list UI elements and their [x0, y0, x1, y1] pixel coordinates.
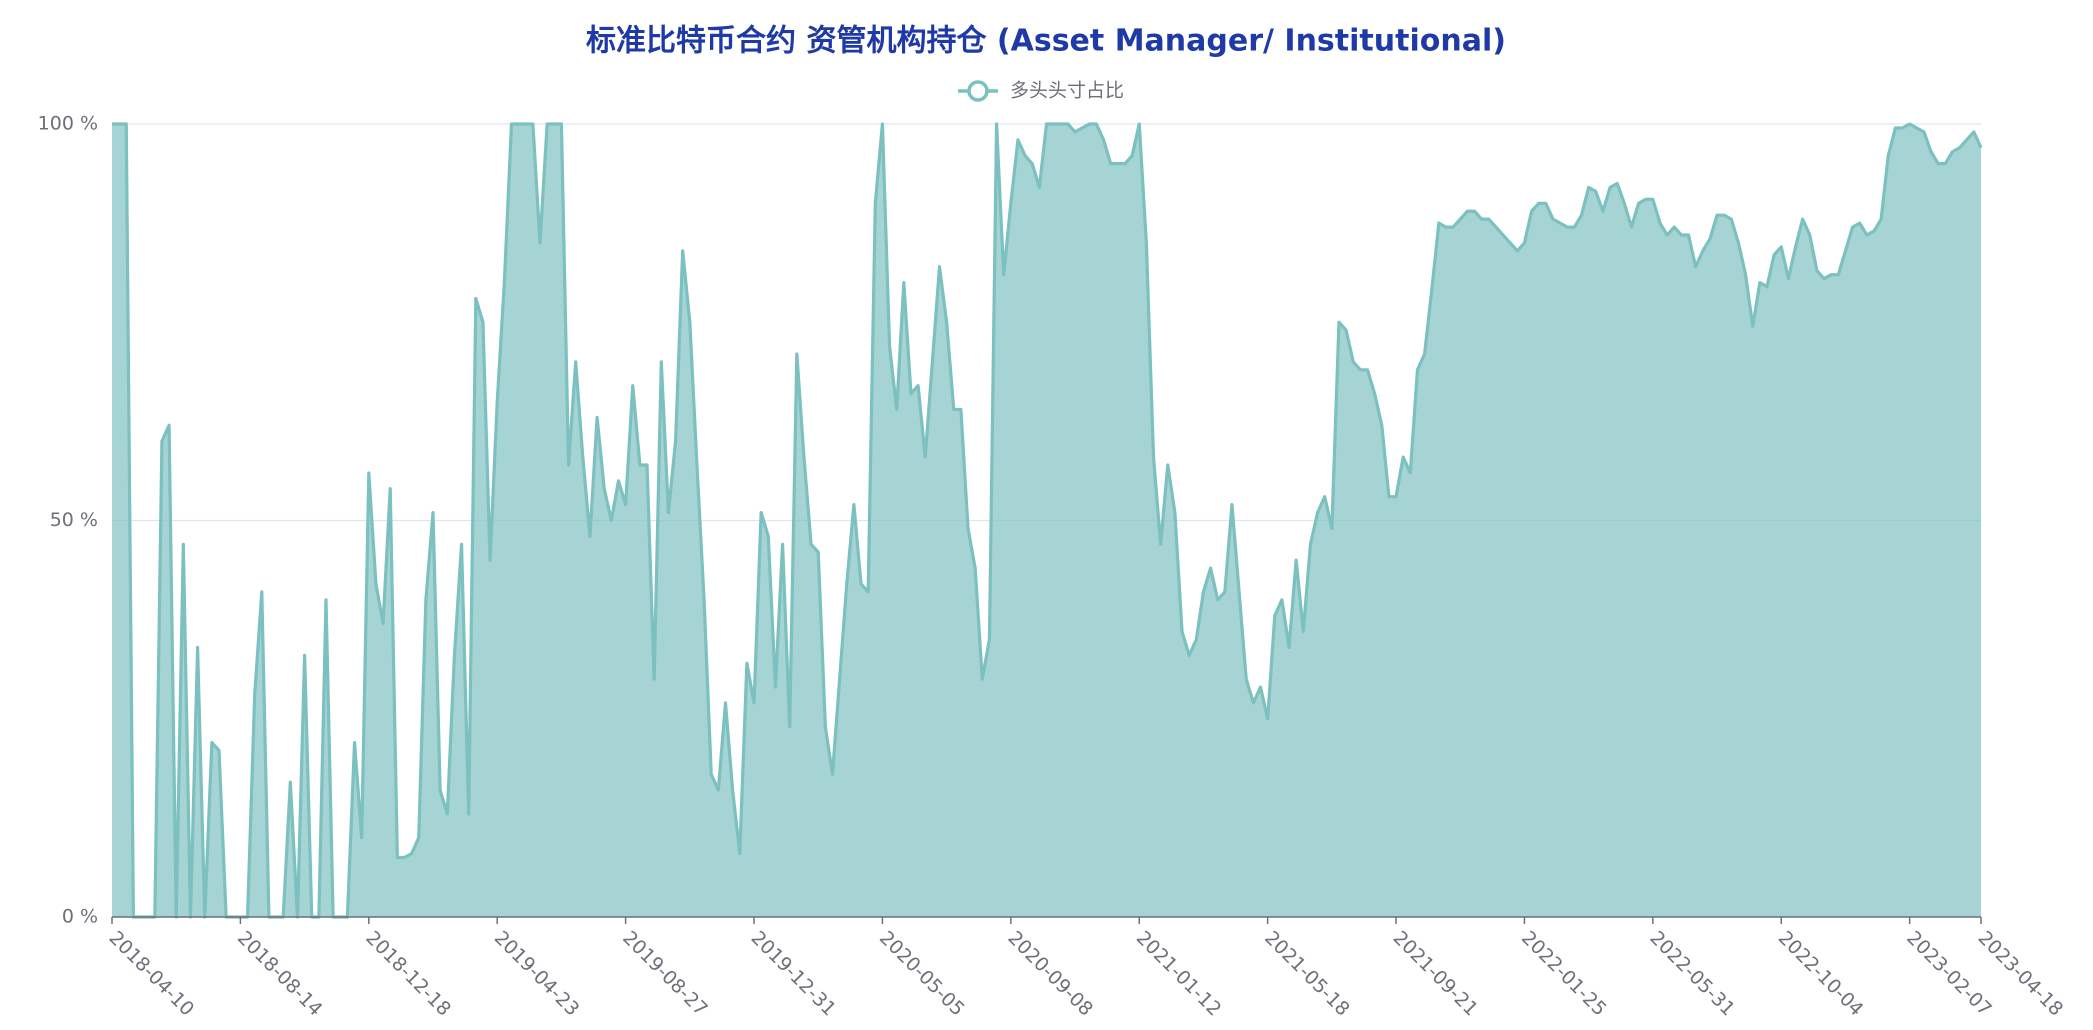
x-tick-label: 2021-01-12 [1132, 927, 1226, 1021]
x-tick-label: 2018-04-10 [105, 927, 199, 1021]
chart-title: 标准比特币合约 资管机构持仓 (Asset Manager/ Instituti… [586, 24, 1506, 59]
x-tick-label: 2018-12-18 [361, 927, 455, 1021]
x-tick-label: 2022-01-25 [1517, 927, 1611, 1021]
x-tick-label: 2022-05-31 [1645, 927, 1739, 1021]
line [112, 122, 1983, 919]
area [112, 124, 1981, 917]
x-tick-label: 2020-05-05 [875, 927, 969, 1021]
x-tick-label: 2019-12-31 [747, 927, 841, 1021]
y-tick-label: 0 % [62, 906, 98, 928]
x-tick-label: 2019-08-27 [618, 927, 712, 1021]
x-tick-label: 2018-08-14 [233, 927, 327, 1021]
x-tick-label: 2021-09-21 [1389, 927, 1483, 1021]
legend-marker [967, 80, 989, 102]
x-tick-label: 2022-10-04 [1774, 927, 1868, 1021]
x-tick-label: 2019-04-23 [490, 927, 584, 1021]
y-tick-label: 100 % [38, 113, 98, 135]
legend-label: 多头头寸占比 [1010, 80, 1124, 102]
y-tick-label: 50 % [50, 509, 98, 531]
x-tick-label: 2021-05-18 [1260, 927, 1354, 1021]
x-tick-label: 2020-09-08 [1003, 927, 1097, 1021]
legend-item[interactable]: 多头头寸占比 [958, 80, 1124, 102]
